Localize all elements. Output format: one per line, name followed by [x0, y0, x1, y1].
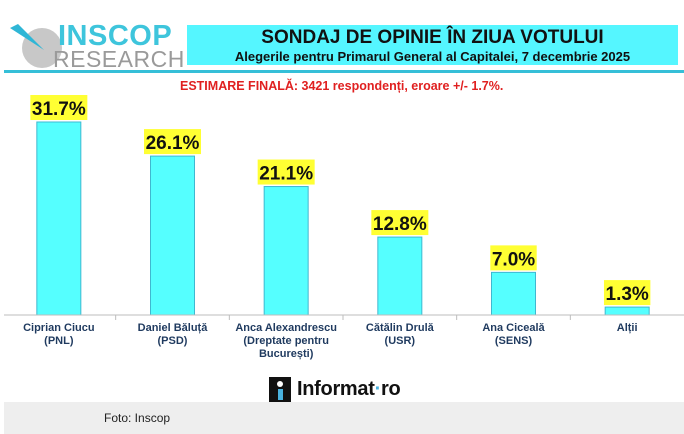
category-label: (PNL)	[44, 335, 74, 347]
data-label: 7.0%	[492, 249, 535, 270]
data-label: 12.8%	[373, 214, 427, 235]
data-label-bg	[490, 245, 537, 271]
informat-separator: ·	[374, 378, 382, 400]
footer-band	[4, 402, 684, 434]
category-label: Daniel Băluță	[138, 322, 209, 334]
informat-tld: ro	[380, 378, 401, 400]
data-label: 21.1%	[259, 164, 313, 185]
radar-needle-icon	[10, 24, 44, 50]
category-label: Alții	[617, 322, 638, 334]
data-label-bg	[144, 129, 201, 155]
inscop-logo: INSCOP RESEARCH	[6, 20, 186, 72]
page-title: SONDAJ DE OPINIE ÎN ZIUA VOTULUI	[261, 27, 604, 48]
header-banner: SONDAJ DE OPINIE ÎN ZIUA VOTULUI Alegeri…	[187, 25, 678, 65]
data-label: 31.7%	[32, 99, 86, 120]
bar	[36, 121, 82, 316]
page-subtitle: Alegerile pentru Primarul General al Cap…	[234, 49, 631, 64]
informat-wordmark: Informat·ro	[297, 378, 401, 401]
category-label: (SENS)	[495, 335, 533, 347]
category-label: București)	[259, 348, 314, 360]
data-label-bg	[371, 210, 429, 236]
category-label: (Dreptate pentru	[243, 335, 329, 347]
photo-credit: Foto: Inscop	[104, 411, 171, 425]
bar	[377, 236, 423, 316]
bar-chart: 31.7% 26.1% 21.1% 12.8% 7.0% 1.3% Ciprian Ciu…	[4, 95, 684, 360]
category-label: Cătălin Drulă	[366, 322, 435, 334]
category-label: Anca Alexandrescu	[235, 322, 337, 334]
data-label: 1.3%	[606, 284, 649, 305]
data-label-bg	[30, 95, 88, 120]
bar	[150, 155, 195, 316]
informat-logo-icon	[269, 377, 291, 402]
logo-name-bottom: RESEARCH	[53, 46, 185, 72]
category-label: Ana Ciceală	[482, 322, 545, 334]
category-label: (PSD)	[158, 335, 188, 347]
data-label: 26.1%	[146, 133, 200, 154]
bar	[263, 186, 309, 316]
bar	[604, 306, 650, 316]
bar	[491, 271, 536, 316]
data-label-bg	[257, 159, 315, 185]
data-label-bg	[603, 280, 651, 306]
category-label: Ciprian Ciucu	[23, 322, 95, 334]
logo-name-top: INSCOP	[58, 20, 173, 52]
category-label: (USR)	[385, 335, 416, 347]
informat-brand: Informat	[297, 378, 375, 400]
estimate-note: ESTIMARE FINALĂ: 3421 respondenți, eroar…	[180, 79, 504, 93]
header-divider	[4, 70, 684, 73]
